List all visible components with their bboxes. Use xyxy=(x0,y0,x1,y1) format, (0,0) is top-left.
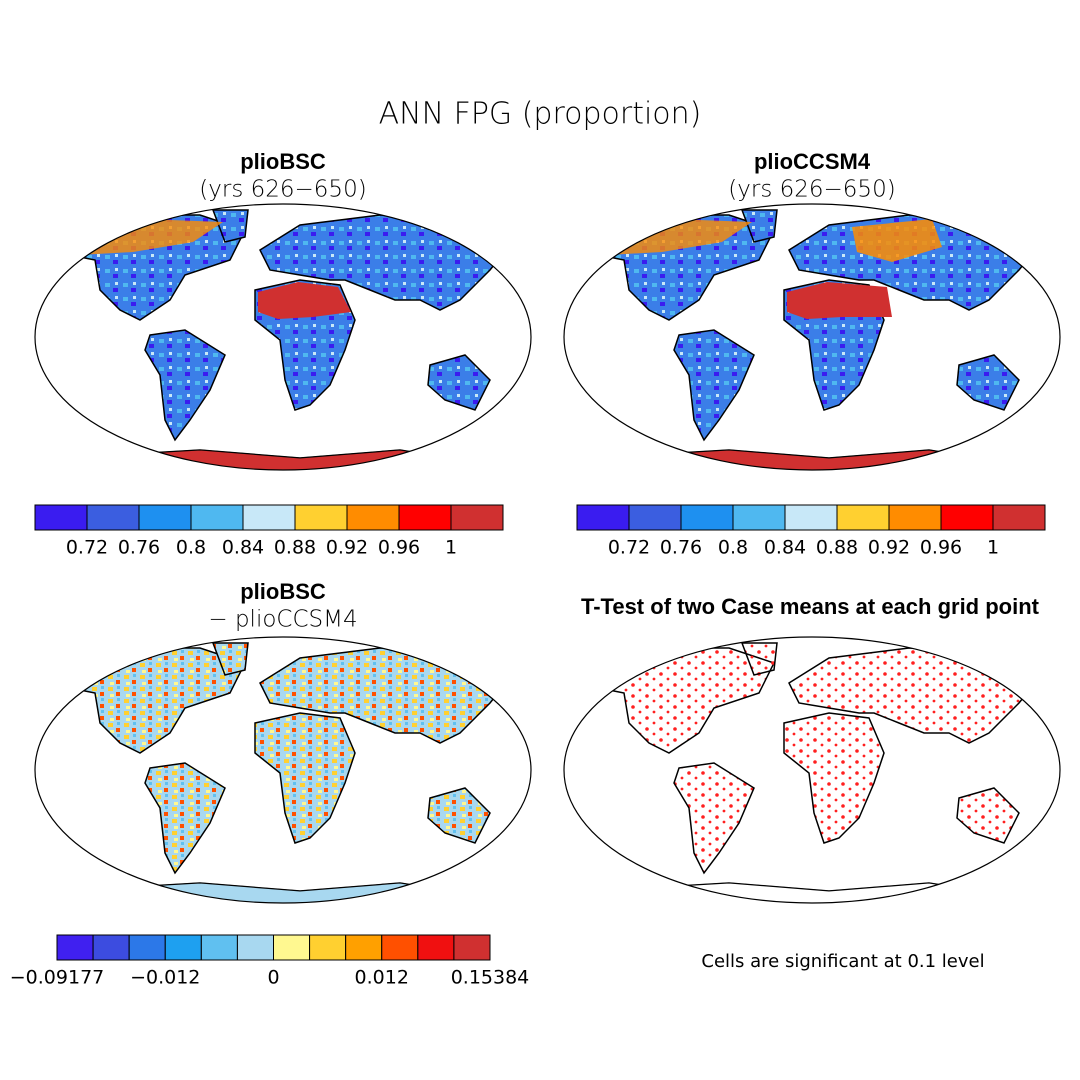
colorbar-tick-label: 0.012 xyxy=(355,967,409,989)
panel-title: plioBSC xyxy=(240,579,326,604)
colorbar-box xyxy=(680,504,734,531)
colorbar-box xyxy=(138,504,192,531)
colorbar-box xyxy=(164,934,202,961)
colorbar-box xyxy=(309,934,347,961)
colorbar-tick-label: −0.09177 xyxy=(10,967,105,989)
colorbar-tick-label: 0.92 xyxy=(326,537,368,559)
colorbar-box xyxy=(128,934,166,961)
colorbar-box xyxy=(86,504,140,531)
colorbar-tick-label: −0.012 xyxy=(130,967,200,989)
colorbar-tick-label: 1 xyxy=(987,537,999,559)
colorbar-box xyxy=(398,504,452,531)
colorbar-box xyxy=(34,504,88,531)
colorbar-tick-label: 0.72 xyxy=(608,537,650,559)
colorbar-box xyxy=(784,504,838,531)
colorbar-box xyxy=(450,504,504,531)
colorbar-box xyxy=(628,504,682,531)
map xyxy=(563,203,1061,471)
colorbar-tick-label: 0.96 xyxy=(920,537,962,559)
colorbar-tick-label: 0.88 xyxy=(274,537,316,559)
map xyxy=(34,203,532,471)
colorbar-tick-label: 0.8 xyxy=(718,537,748,559)
panel-title: plioBSC xyxy=(240,149,326,174)
map xyxy=(34,636,532,904)
colorbar-tick-label: 1 xyxy=(445,537,457,559)
colorbar-box xyxy=(236,934,275,961)
colorbar-tick-label: 0 xyxy=(267,967,279,989)
colorbar-box xyxy=(732,504,786,531)
colorbar-box xyxy=(190,504,244,531)
colorbar-box xyxy=(346,504,400,531)
colorbar-box xyxy=(992,504,1046,531)
panel-subtitle: (yrs 626−650) xyxy=(728,177,895,203)
colorbar-tick-label: 0.84 xyxy=(764,537,806,559)
colorbar-box xyxy=(294,504,348,531)
colorbar-box xyxy=(940,504,994,531)
colorbar-box xyxy=(56,934,94,961)
map xyxy=(563,636,1061,904)
colorbar-box xyxy=(836,504,890,531)
colorbar-box xyxy=(242,504,296,531)
colorbar-tick-label: 0.92 xyxy=(868,537,910,559)
colorbar-tick-label: 0.96 xyxy=(378,537,420,559)
colorbar-box xyxy=(381,934,419,961)
colorbar-box xyxy=(576,504,630,531)
colorbar-box xyxy=(417,934,455,961)
colorbar-box xyxy=(273,934,311,961)
colorbar-box xyxy=(888,504,942,531)
figure-title: ANN FPG (proportion) xyxy=(379,97,702,132)
colorbar-tick-label: 0.8 xyxy=(176,537,206,559)
colorbar-tick-label: 0.15384 xyxy=(451,967,530,989)
panel-title: plioCCSM4 xyxy=(754,149,871,174)
colorbar-tick-label: 0.76 xyxy=(660,537,702,559)
note: Cells are significant at 0.1 level xyxy=(701,951,984,972)
panel-title: T-Test of two Case means at each grid po… xyxy=(581,594,1040,619)
panel-subtitle: (yrs 626−650) xyxy=(199,177,366,203)
colorbar-tick-label: 0.72 xyxy=(66,537,108,559)
colorbar-box xyxy=(92,934,130,961)
colorbar-box xyxy=(200,934,238,961)
panel-subtitle: − plioCCSM4 xyxy=(208,607,357,633)
colorbar-box xyxy=(345,934,383,961)
colorbar-tick-label: 0.76 xyxy=(118,537,160,559)
colorbar-tick-label: 0.84 xyxy=(222,537,264,559)
colorbar-tick-label: 0.88 xyxy=(816,537,858,559)
colorbar-box xyxy=(453,934,491,961)
